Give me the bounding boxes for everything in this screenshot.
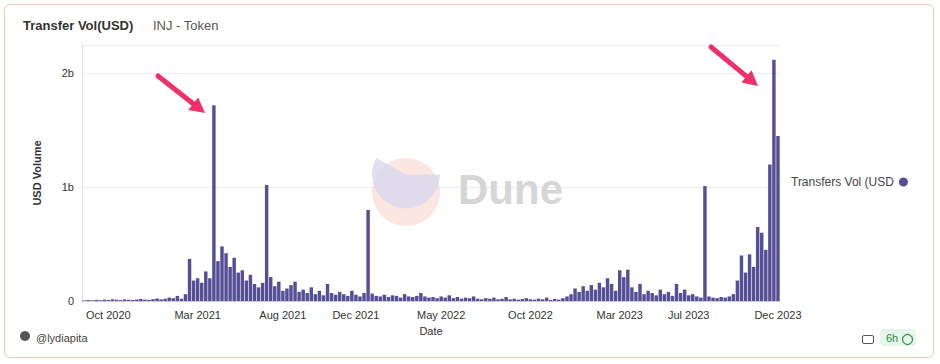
svg-text:Dec 2021: Dec 2021	[332, 309, 379, 321]
svg-text:Aug 2021: Aug 2021	[259, 309, 306, 321]
svg-text:Transfer Vol(USD): Transfer Vol(USD)	[23, 18, 133, 33]
svg-text:Dec 2023: Dec 2023	[754, 309, 801, 321]
svg-text:Oct 2020: Oct 2020	[86, 309, 131, 321]
svg-text:Mar 2023: Mar 2023	[596, 309, 642, 321]
svg-text:Oct 2022: Oct 2022	[508, 309, 553, 321]
svg-text:Dune: Dune	[458, 166, 563, 213]
svg-text:Date: Date	[419, 325, 442, 337]
svg-text:@lydiapita: @lydiapita	[36, 332, 88, 344]
svg-text:Mar 2021: Mar 2021	[174, 309, 220, 321]
svg-text:Jul 2023: Jul 2023	[668, 309, 710, 321]
svg-text:May 2022: May 2022	[417, 309, 465, 321]
svg-text:2b: 2b	[62, 67, 74, 79]
svg-text:0: 0	[68, 295, 74, 307]
svg-text:Transfers Vol (USD: Transfers Vol (USD	[791, 175, 894, 189]
svg-text:USD Volume: USD Volume	[31, 140, 43, 205]
svg-text:1b: 1b	[62, 181, 74, 193]
svg-text:INJ - Token: INJ - Token	[153, 18, 219, 33]
svg-text:6h: 6h	[886, 332, 898, 344]
